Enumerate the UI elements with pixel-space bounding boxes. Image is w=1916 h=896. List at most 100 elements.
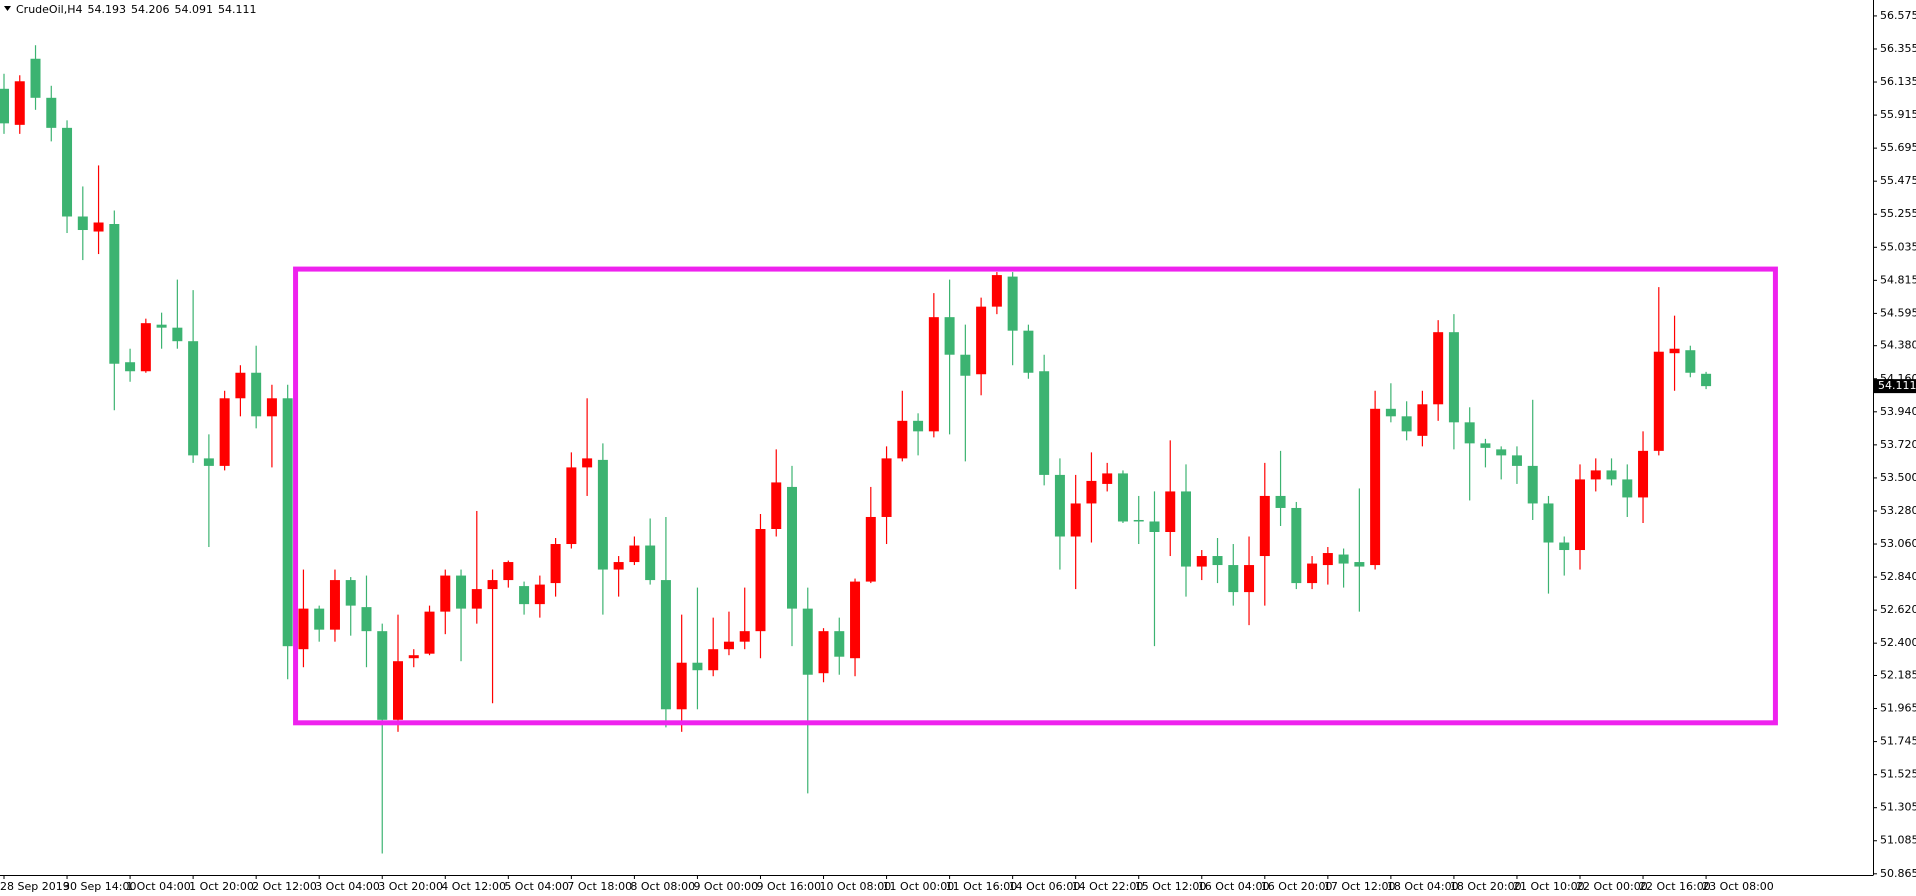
- candle-body: [471, 589, 482, 609]
- candle-body: [487, 580, 498, 590]
- candle-body: [723, 641, 734, 650]
- candle-body: [913, 420, 924, 432]
- header-value: 54.193: [87, 3, 126, 16]
- candle-body: [203, 458, 214, 466]
- candle-body: [1448, 332, 1459, 423]
- x-tick-label: 15 Oct 12:00: [1135, 880, 1207, 893]
- candle-body: [1196, 556, 1207, 567]
- candle-body: [755, 528, 766, 632]
- x-tick-label: 30 Sep 14:00: [63, 880, 136, 893]
- candle-body: [976, 306, 987, 375]
- candle-body: [1669, 348, 1680, 354]
- candle-body: [865, 516, 876, 582]
- candle-body: [787, 486, 797, 609]
- y-tick-label: 53.940: [1880, 405, 1916, 418]
- candle-body: [1259, 495, 1270, 557]
- candle-body: [881, 458, 892, 517]
- y-tick-label: 51.965: [1880, 702, 1916, 715]
- y-tick-label: 55.255: [1880, 207, 1916, 220]
- candle-body: [1417, 404, 1428, 436]
- candle-body: [440, 575, 451, 612]
- candle-body: [1590, 470, 1601, 480]
- candle-body: [1338, 554, 1349, 564]
- candle-body: [503, 562, 514, 581]
- candle-body: [219, 398, 230, 466]
- candle-body: [1433, 332, 1444, 405]
- candle-body: [188, 341, 199, 456]
- x-tick-label: 9 Oct 00:00: [693, 880, 758, 893]
- x-tick-label: 23 Oct 08:00: [1702, 880, 1774, 893]
- y-tick-label: 55.915: [1880, 108, 1916, 121]
- header-value: 54.111: [218, 3, 257, 16]
- candle-body: [1401, 416, 1412, 432]
- x-tick-label: 10 Oct 08:00: [820, 880, 892, 893]
- candle-body: [1165, 491, 1176, 533]
- candle-body: [282, 398, 293, 647]
- x-tick-label: 28 Sep 2019: [0, 880, 70, 893]
- candle-body: [235, 372, 246, 399]
- candle-body: [1354, 562, 1365, 567]
- candle-body: [834, 631, 845, 657]
- candle-body: [1685, 350, 1696, 373]
- y-tick-label: 52.840: [1880, 570, 1916, 583]
- candle-body: [1543, 503, 1554, 543]
- candle-body: [1370, 408, 1381, 566]
- candle-body: [1701, 373, 1712, 387]
- x-tick-label: 14 Oct 22:00: [1072, 880, 1144, 893]
- candle-body: [1606, 470, 1617, 480]
- y-tick-label: 54.595: [1880, 306, 1916, 319]
- candle-body: [582, 458, 593, 468]
- candle-body: [739, 631, 750, 642]
- candle-body: [1228, 565, 1239, 593]
- candle-body: [566, 467, 577, 545]
- candle-body: [1133, 519, 1144, 522]
- candle-body: [519, 586, 530, 605]
- candle-body: [1275, 495, 1286, 508]
- x-tick-label: 3 Oct 04:00: [315, 880, 380, 893]
- x-tick-label: 3 Oct 20:00: [378, 880, 443, 893]
- header-value: 54.206: [131, 3, 170, 16]
- candle-body: [645, 545, 656, 581]
- menu-triangle[interactable]: [4, 6, 11, 11]
- x-tick-label: 2 Oct 12:00: [252, 880, 317, 893]
- candle-body: [1039, 371, 1050, 475]
- x-tick-label: 16 Oct 04:00: [1198, 880, 1270, 893]
- candle-body: [597, 459, 608, 570]
- candle-body: [1244, 565, 1255, 593]
- y-tick-label: 56.135: [1880, 75, 1916, 88]
- x-tick-label: 4 Oct 12:00: [441, 880, 506, 893]
- candle-body: [1212, 556, 1223, 566]
- x-tick-label: 17 Oct 12:00: [1324, 880, 1396, 893]
- y-tick-label: 51.305: [1880, 801, 1916, 814]
- candle-body: [550, 544, 561, 584]
- candle-body: [1322, 553, 1333, 566]
- y-tick-label: 53.500: [1880, 471, 1916, 484]
- candle-body: [377, 631, 388, 720]
- candle-body: [944, 317, 955, 355]
- candle-body: [1527, 465, 1538, 504]
- x-tick-label: 11 Oct 00:00: [883, 880, 955, 893]
- candle-body: [1464, 422, 1475, 444]
- y-tick-label: 51.745: [1880, 735, 1916, 748]
- candle-body: [1307, 563, 1318, 584]
- y-tick-label: 56.575: [1880, 9, 1916, 22]
- candle-body: [62, 127, 73, 217]
- x-tick-label: 8 Oct 08:00: [630, 880, 695, 893]
- candle-body: [93, 222, 104, 232]
- symbol-name: CrudeOil,H4: [16, 3, 82, 16]
- candle-body: [771, 482, 782, 529]
- y-tick-label: 52.620: [1880, 603, 1916, 616]
- candle-body: [14, 81, 25, 125]
- y-tick-label: 51.085: [1880, 834, 1916, 847]
- candle-body: [172, 327, 183, 342]
- x-tick-label: 22 Oct 16:00: [1639, 880, 1711, 893]
- candle-body: [1496, 449, 1507, 456]
- price-label-bg: [1874, 379, 1916, 394]
- candle-body: [109, 224, 120, 364]
- x-tick-label: 21 Oct 10:00: [1513, 880, 1585, 893]
- candle-body: [408, 655, 419, 659]
- candle-body: [928, 317, 939, 432]
- candle-body: [329, 580, 340, 630]
- x-tick-label: 16 Oct 20:00: [1261, 880, 1333, 893]
